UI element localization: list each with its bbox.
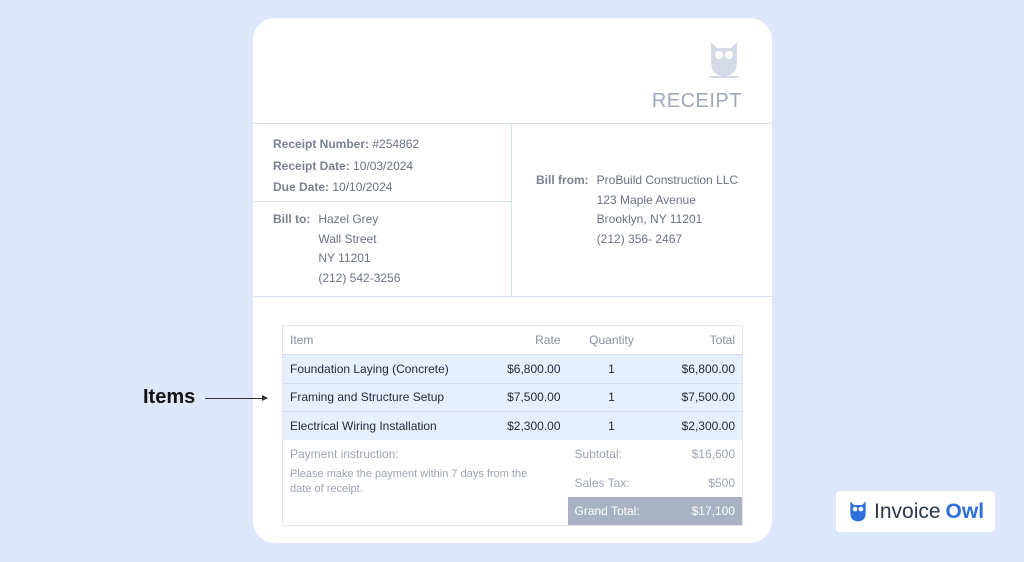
items-table: Item Rate Quantity Total Foundation Layi… bbox=[282, 325, 743, 526]
receipt-meta: Receipt Number: #254862 Receipt Date: 10… bbox=[253, 124, 511, 202]
receipt-header: RECEIPT bbox=[253, 18, 772, 124]
items-annotation: Items bbox=[143, 386, 196, 408]
bill-from: Bill from: ProBuild Construction LLC 123 … bbox=[536, 173, 739, 246]
grand-total: $17,100 bbox=[655, 497, 743, 526]
sales-tax: $500 bbox=[708, 475, 735, 490]
receipt-number: #254862 bbox=[372, 137, 420, 151]
bill-to: Bill to: Hazel Grey Wall Street NY 11201 (2… bbox=[273, 212, 401, 285]
invoiceowl-logo: Invoice Owl bbox=[836, 491, 995, 532]
due-date: 10/10/2024 bbox=[332, 180, 393, 194]
owl-brand-icon bbox=[850, 500, 866, 521]
table-row: Framing and Structure Setup $7,500.00 1 $7,… bbox=[282, 382, 743, 412]
table-header: Item Rate Quantity Total bbox=[290, 333, 735, 347]
receipt-title: RECEIPT bbox=[651, 90, 742, 112]
receipt-date: 10/03/2024 bbox=[353, 158, 414, 173]
receipt-card: RECEIPT Receipt Number: #254862 Receipt … bbox=[253, 18, 772, 543]
table-row: Foundation Laying (Concrete) $6,800.00 1 $6… bbox=[282, 354, 743, 383]
owl-logo-icon bbox=[709, 42, 739, 78]
payment-instruction: Payment instruction: Please make the pay… bbox=[290, 447, 528, 495]
table-row: Electrical Wiring Installation $2,300.00 1… bbox=[282, 411, 743, 440]
arrow-right-icon bbox=[205, 395, 268, 401]
subtotal: $16,600 bbox=[691, 447, 735, 461]
